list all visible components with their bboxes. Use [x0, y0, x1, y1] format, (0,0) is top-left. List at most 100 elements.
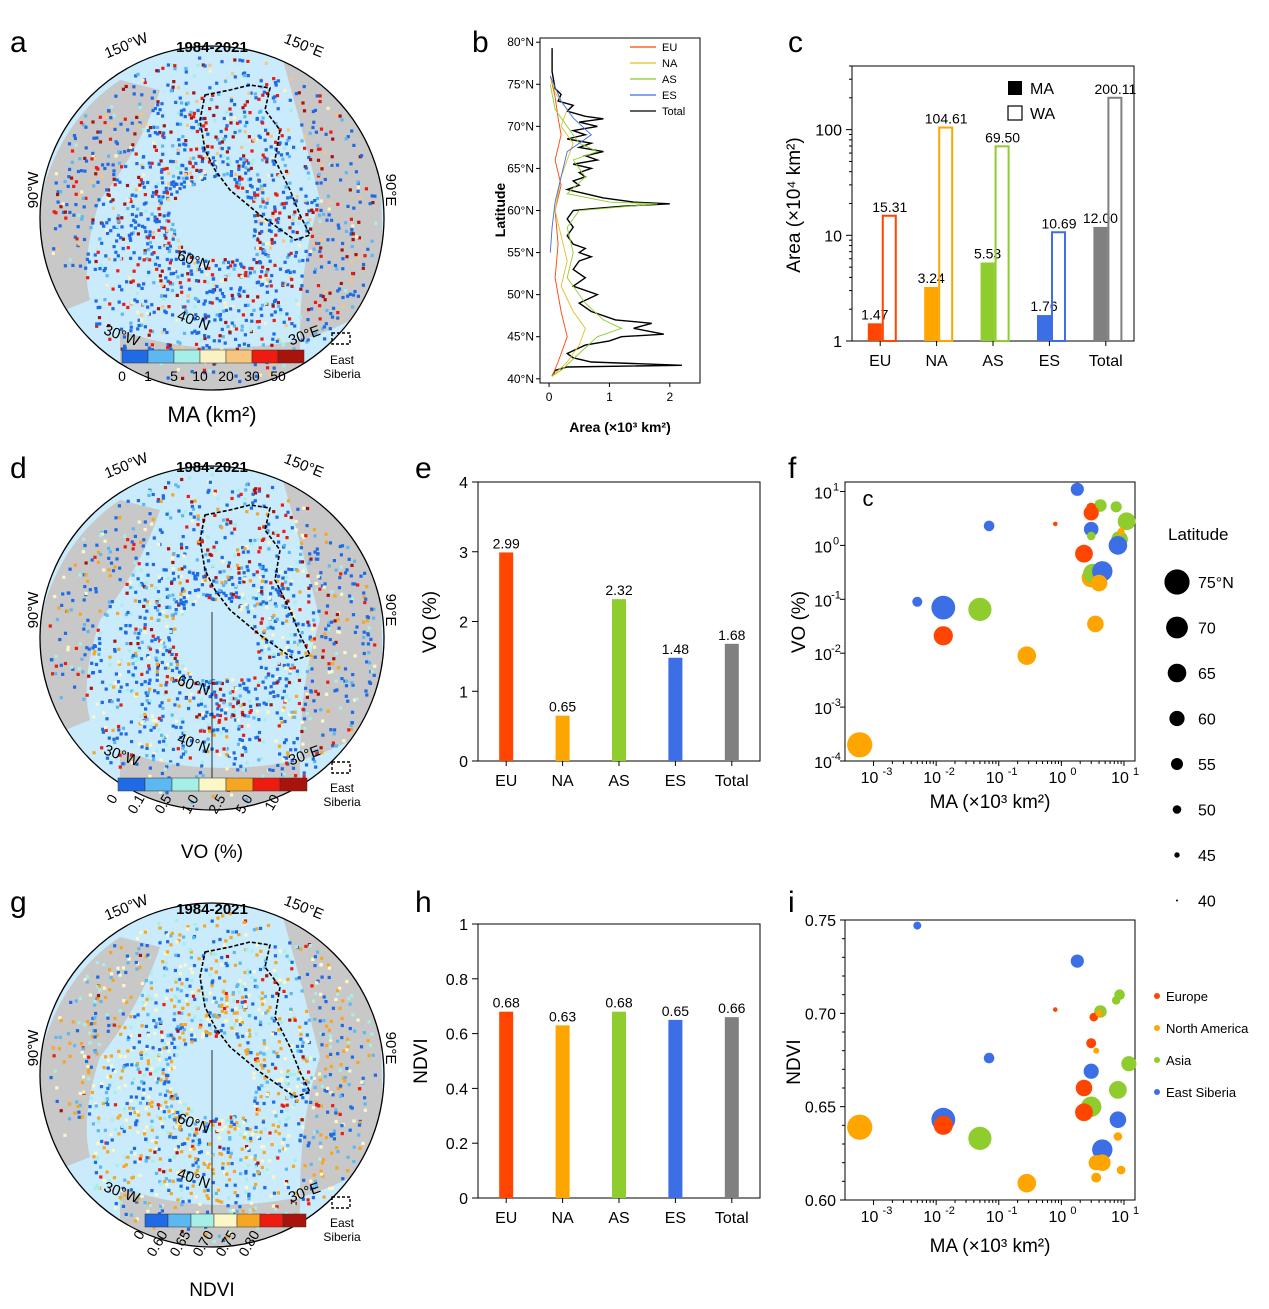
map-pixel: [236, 718, 240, 722]
map-pixel: [180, 477, 184, 482]
map-pixel: [190, 1033, 194, 1037]
map-pixel: [104, 1055, 108, 1059]
map-pixel: [154, 148, 158, 152]
map-pixel: [218, 1152, 222, 1156]
map-pixel: [174, 653, 178, 657]
map-pixel: [136, 636, 140, 640]
map-pixel: [289, 251, 293, 255]
map-pixel: [334, 679, 338, 683]
map-pixel: [311, 1136, 316, 1140]
map-pixel: [77, 213, 81, 217]
map-pixel: [200, 270, 204, 274]
map-pixel: [314, 581, 318, 586]
y-tick-label: 75°N: [507, 77, 534, 91]
map-pixel: [248, 1127, 252, 1131]
map-pixel: [284, 1167, 288, 1171]
map-pixel: [220, 681, 224, 686]
map-pixel: [259, 222, 263, 226]
map-pixel: [310, 208, 314, 212]
map-pixel: [82, 1090, 86, 1094]
map-pixel: [277, 1040, 281, 1044]
map-pixel: [188, 1147, 192, 1151]
map-pixel: [178, 691, 182, 695]
point-eu: [1086, 1038, 1097, 1049]
map-pixel: [319, 293, 323, 298]
map-pixel: [260, 586, 264, 590]
map-pixel: [325, 1043, 329, 1048]
map-pixel: [282, 343, 286, 347]
map-pixel: [299, 187, 303, 191]
map-pixel: [219, 1004, 223, 1009]
map-pixel: [277, 1028, 281, 1032]
map-pixel: [104, 530, 108, 534]
map-pixel: [176, 275, 180, 279]
map-pixel: [364, 597, 368, 601]
map-pixel: [167, 481, 171, 485]
map-pixel: [256, 683, 261, 687]
map-pixel: [68, 258, 72, 262]
map-pixel: [276, 661, 281, 665]
map-pixel: [133, 1160, 137, 1164]
map-pixel: [257, 487, 262, 491]
map-pixel: [87, 647, 91, 651]
map-pixel: [204, 680, 209, 684]
map-pixel: [290, 322, 294, 326]
map-pixel: [339, 565, 343, 569]
map-pixel: [266, 710, 270, 714]
map-pixel: [283, 949, 287, 953]
map-pixel: [156, 636, 160, 640]
map-pixel: [200, 540, 204, 544]
map-pixel: [134, 651, 138, 655]
map-pixel: [76, 169, 80, 174]
map-pixel: [261, 774, 265, 778]
map-pixel: [260, 303, 264, 307]
map-pixel: [150, 303, 154, 307]
map-pixel: [161, 1035, 165, 1039]
map-pixel: [107, 324, 111, 328]
point-es: [1070, 954, 1084, 968]
map-pixel: [255, 570, 259, 574]
y-tick-label: 10: [814, 647, 832, 664]
map-pixel: [340, 1023, 344, 1028]
map-pixel: [212, 1119, 216, 1123]
map-pixel: [252, 928, 256, 932]
bar-label: 200.11: [1095, 81, 1137, 97]
map-pixel: [78, 996, 83, 1000]
map-pixel: [343, 679, 347, 683]
map-pixel: [141, 1007, 145, 1011]
map-pixel: [188, 674, 192, 678]
map-pixel: [119, 732, 123, 736]
map-pixel: [133, 226, 137, 230]
map-pixel: [195, 573, 200, 577]
map-pixel: [288, 941, 292, 945]
map-pixel: [136, 1067, 140, 1071]
map-pixel: [284, 738, 288, 742]
map-pixel: [237, 164, 241, 168]
map-pixel: [97, 637, 102, 641]
map-pixel: [211, 564, 215, 568]
map-pixel: [217, 1199, 221, 1203]
point-eu: [1075, 1103, 1093, 1122]
map-pixel: [272, 654, 276, 658]
map-pixel: [91, 120, 95, 124]
map-pixel: [178, 670, 182, 674]
map-pixel: [124, 1212, 128, 1216]
map-pixel: [203, 64, 207, 68]
map-pixel: [114, 140, 118, 144]
map-pixel: [323, 1075, 327, 1079]
map-pixel: [99, 1085, 104, 1089]
map-pixel: [260, 1159, 265, 1163]
map-pixel: [165, 765, 169, 769]
map-pixel: [182, 600, 186, 605]
map-pixel: [286, 196, 290, 200]
map-pixel: [235, 121, 240, 125]
map-pixel: [269, 145, 273, 149]
map-pixel: [346, 1045, 350, 1049]
size-swatch: [1164, 569, 1190, 595]
map-pixel: [256, 187, 260, 191]
point-na: [1088, 1155, 1104, 1171]
size-swatch: [1171, 758, 1183, 770]
map-pixel: [300, 729, 304, 734]
legend-swatch: [1154, 1089, 1160, 1095]
map-pixel: [323, 151, 327, 155]
